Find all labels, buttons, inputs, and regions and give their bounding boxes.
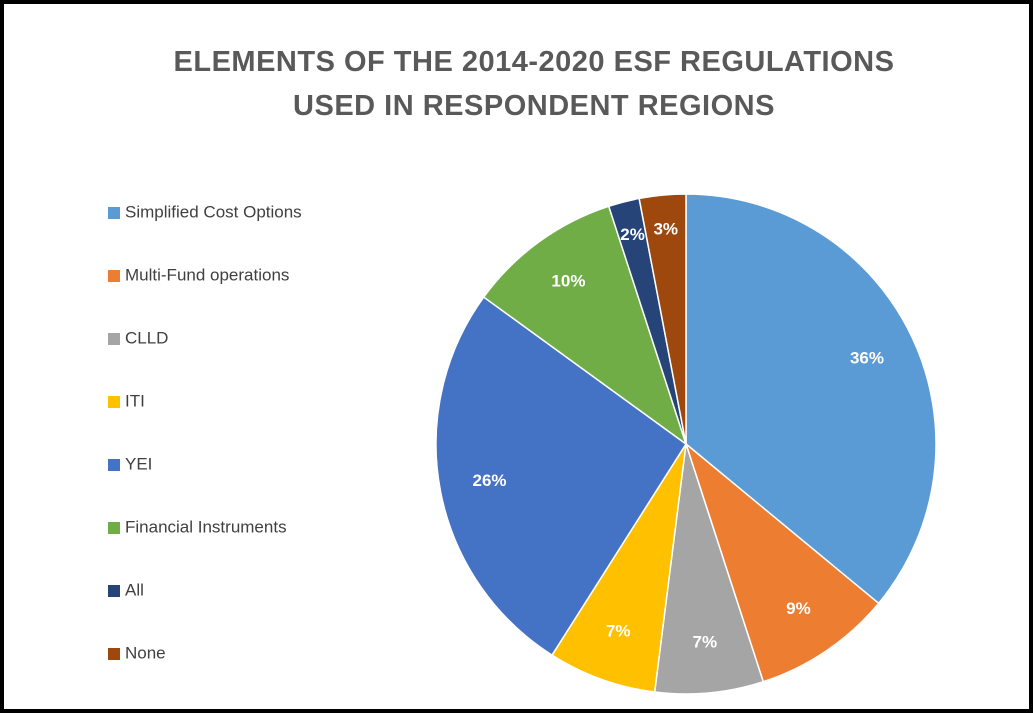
legend-swatch — [108, 333, 120, 345]
data-label: 3% — [653, 219, 678, 238]
data-label: 36% — [850, 348, 884, 367]
legend-label: All — [125, 580, 144, 599]
pie-slice — [685, 193, 937, 605]
plot: 36% 9% 7% 7% 26% 10% 2% 3% Simplified Cost Optio… — [108, 193, 937, 695]
legend-swatch — [108, 396, 120, 408]
legend-label: Multi-Fund operations — [125, 265, 289, 284]
data-label: 7% — [606, 622, 631, 641]
legend-label: Simplified Cost Options — [125, 202, 302, 221]
legend-label: Financial Instruments — [125, 517, 287, 536]
data-label: 26% — [473, 471, 507, 490]
pie-slice — [638, 193, 687, 445]
legend-label: None — [125, 643, 166, 662]
legend-swatch — [108, 459, 120, 471]
pie-slice — [684, 441, 880, 683]
legend-swatch — [108, 648, 120, 660]
pie-slice — [435, 296, 688, 657]
chart-title: ELEMENTS OF THE 2014-2020 ESF REGULATION… — [173, 46, 895, 122]
pie-slice — [482, 205, 688, 446]
legend-swatch — [108, 207, 120, 219]
data-label: 9% — [786, 599, 811, 618]
data-label: 10% — [551, 272, 585, 291]
pie-slice — [653, 443, 765, 695]
pie-slice — [551, 443, 687, 693]
legend-swatch — [108, 522, 120, 534]
legend-swatch — [108, 270, 120, 282]
data-label: 2% — [620, 225, 645, 244]
legend-label: ITI — [125, 391, 145, 410]
data-label: 7% — [693, 633, 718, 652]
legend-label: YEI — [125, 454, 152, 473]
legend-label: CLLD — [125, 328, 168, 347]
legend-swatch — [108, 585, 120, 597]
